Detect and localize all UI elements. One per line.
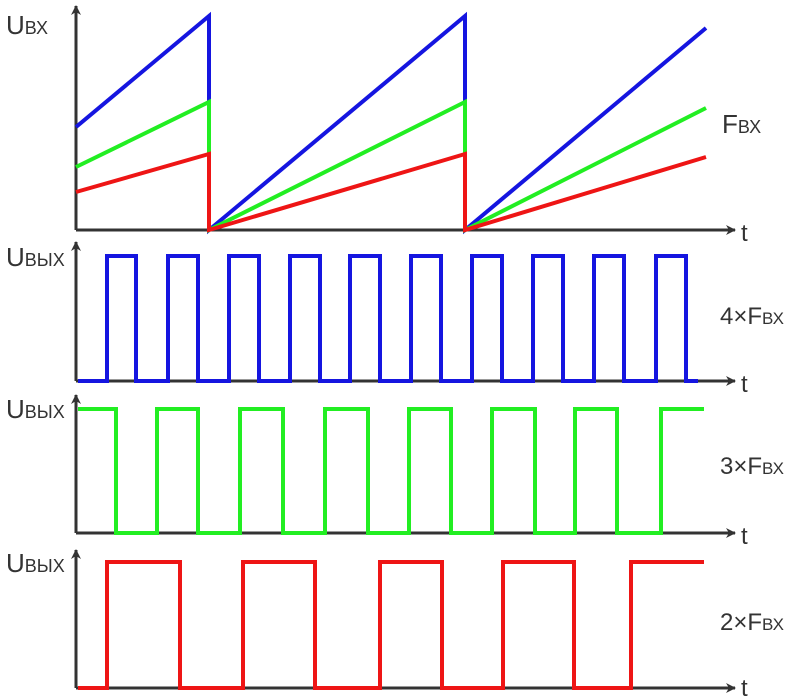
- pulse-3x-y-label: UВЫХ: [6, 394, 65, 424]
- pulse-panel-2x: UВЫХ t 2×FВХ: [6, 548, 784, 698]
- pulse-2x-y-label: UВЫХ: [6, 548, 65, 578]
- pulse-3x-multiplier-label: 3×FВХ: [720, 453, 784, 480]
- pulse-4x-waveform: [78, 254, 698, 383]
- ramp-panel: UВХ t FВХ: [6, 5, 761, 247]
- pulse-2x-waveform: [78, 560, 704, 690]
- pulse-2x-multiplier-label: 2×FВХ: [720, 609, 784, 636]
- ramp-blue-line: [74, 11, 708, 235]
- ramp-curve-label: FВХ: [722, 109, 761, 139]
- ramp-x-label: t: [741, 220, 748, 247]
- pulse-3x-waveform: [78, 407, 704, 535]
- ramp-green-line: [75, 98, 707, 234]
- pulse-3x-x-label: t: [741, 523, 748, 550]
- pulse-4x-y-label: UВЫХ: [6, 242, 65, 272]
- pulse-2x-x-label: t: [741, 675, 748, 698]
- pulse-panel-3x: UВЫХ t 3×FВХ: [6, 394, 784, 550]
- ramp-y-label: UВХ: [6, 10, 48, 40]
- pulse-panel-4x: UВЫХ t 4×FВХ: [6, 241, 784, 398]
- pulse-4x-multiplier-label: 4×FВХ: [720, 303, 784, 330]
- pulse-4x-x-label: t: [741, 371, 748, 398]
- ramp-red-line: [75, 151, 707, 233]
